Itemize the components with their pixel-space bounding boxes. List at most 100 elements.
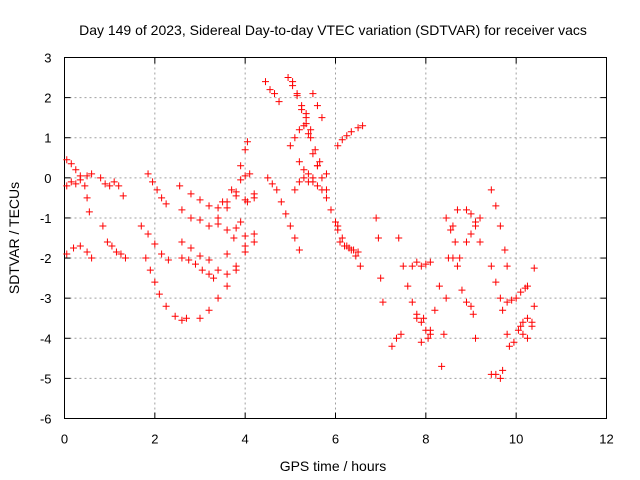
data-point [408,262,416,270]
x-tick-labels: 0 2 4 6 8 10 12 [61,432,614,447]
data-point [214,214,222,222]
data-point [76,176,84,184]
data-point [241,146,249,154]
data-point [440,330,448,338]
data-point [149,178,157,186]
data-point [347,128,355,136]
data-point [250,190,258,198]
data-point [63,250,71,258]
data-point [336,238,344,246]
data-point [83,194,91,202]
data-point [198,266,206,274]
data-point [108,242,116,250]
data-point [503,262,511,270]
data-point [519,318,527,326]
data-points [63,74,538,382]
data-point [338,234,346,242]
data-point [496,294,504,302]
data-point [496,374,504,382]
data-point [334,222,342,230]
data-point [487,262,495,270]
data-point [313,102,321,110]
series-arc-c4 [178,254,218,282]
data-point [261,78,269,86]
data-point [316,158,324,166]
data-point [530,264,538,272]
data-point [345,244,353,252]
data-point [341,242,349,250]
data-point [271,90,279,98]
data-point [431,306,439,314]
data-point [514,326,522,334]
data-point [451,238,459,246]
data-point [99,222,107,230]
data-point [492,370,500,378]
data-point [196,216,204,224]
y-tick-label: -2 [40,251,52,266]
series-arc-c2 [178,206,249,240]
data-point [155,290,163,298]
data-point [523,334,531,342]
data-point [372,214,380,222]
data-point [458,286,466,294]
data-point [232,266,240,274]
data-point [214,220,222,228]
data-point [182,314,190,322]
data-point [530,302,538,310]
y-tick-label: -5 [40,371,52,386]
data-point [523,314,531,322]
data-point [350,246,358,254]
data-point [422,260,430,268]
data-point [164,256,172,264]
data-point [241,242,249,250]
data-point [449,222,457,230]
data-point [187,190,195,198]
data-point [103,238,111,246]
data-point [397,330,405,338]
data-point [309,90,317,98]
data-point [413,258,421,266]
data-point [144,170,152,178]
series-arc-b2 [137,222,172,264]
data-point [67,160,75,168]
data-point [356,262,364,270]
data-point [223,226,231,234]
data-point [426,326,434,334]
data-point [232,188,240,196]
data-point [322,194,330,202]
data-point [243,198,251,206]
data-point [223,270,231,278]
y-tick-label: -3 [40,291,52,306]
data-point [442,214,450,222]
data-point [144,230,152,238]
data-point [467,210,475,218]
data-point [304,130,312,138]
data-point [492,202,500,210]
data-point [70,244,78,252]
data-point [318,114,326,122]
data-point [232,224,240,232]
series-arc-h7 [530,264,538,272]
data-point [205,202,213,210]
data-point [456,254,464,262]
data-point [519,330,527,338]
data-point [417,318,425,326]
data-point [338,136,346,144]
data-point [291,134,299,142]
data-point [469,310,477,318]
data-point [119,192,127,200]
data-point [277,198,285,206]
series-arc-a5 [99,222,129,262]
data-point [289,78,297,86]
data-point [112,248,120,256]
series-arc-d3 [284,74,315,134]
data-point [528,322,536,330]
data-point [438,362,446,370]
series-arc-c3 [178,238,258,278]
data-point [284,74,292,82]
data-point [388,342,396,350]
data-point [178,316,186,324]
data-point [115,182,123,190]
data-point [286,222,294,230]
series-arc-f2 [388,330,405,350]
